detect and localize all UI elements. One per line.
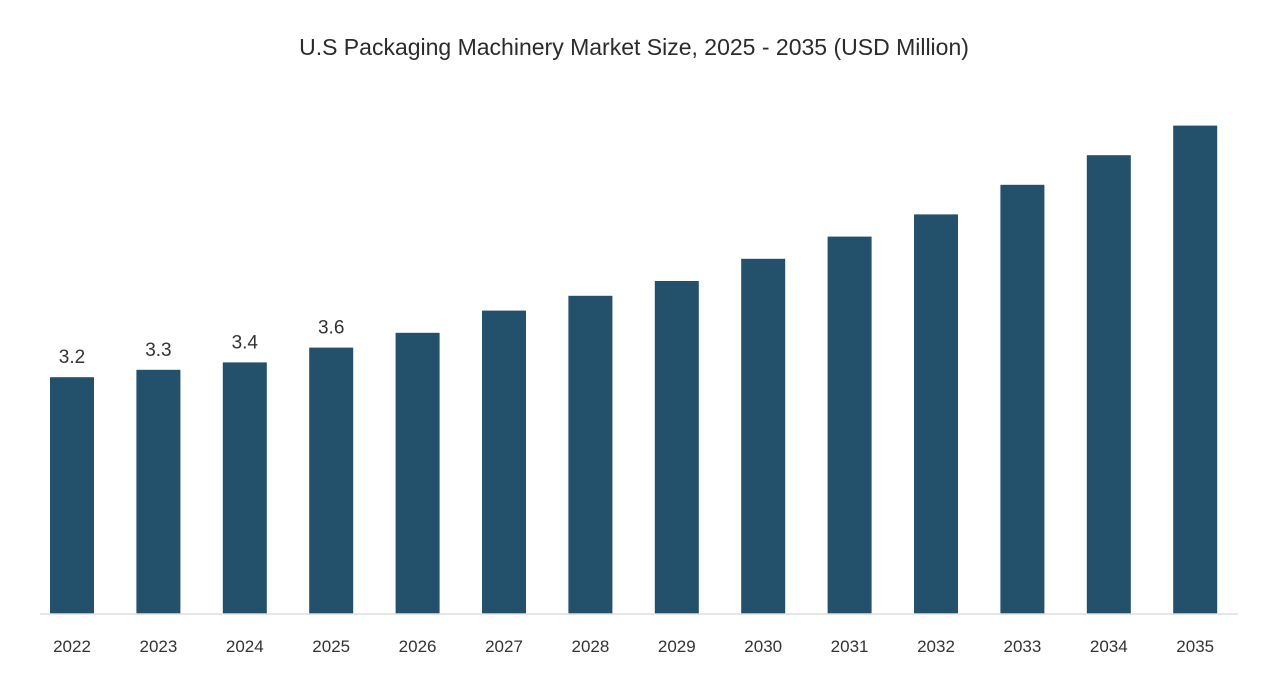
x-tick-2031: 2031 [831, 637, 869, 656]
bar-2029 [654, 281, 699, 614]
bar-2022 [50, 377, 94, 614]
bar-2030 [741, 258, 786, 614]
x-tick-2022: 2022 [53, 637, 91, 656]
bar-2032 [914, 214, 958, 614]
bars-group [50, 125, 1218, 615]
x-tick-2035: 2035 [1176, 637, 1214, 656]
x-tick-2029: 2029 [658, 637, 696, 656]
x-tick-2023: 2023 [139, 637, 177, 656]
x-tick-2025: 2025 [312, 637, 350, 656]
data-label-2025: 3.6 [318, 318, 344, 339]
x-tick-2030: 2030 [744, 637, 782, 656]
data-label-2023: 3.3 [145, 340, 171, 361]
bar-2023 [136, 369, 181, 614]
x-tick-2026: 2026 [399, 637, 437, 656]
x-tick-2024: 2024 [226, 637, 264, 656]
x-tick-2032: 2032 [917, 637, 955, 656]
bar-2031 [827, 236, 872, 614]
bar-2027 [482, 310, 526, 614]
data-label-2024: 3.4 [232, 332, 259, 353]
x-tick-2033: 2033 [1003, 637, 1041, 656]
bar-2034 [1086, 155, 1131, 614]
x-tick-2027: 2027 [485, 637, 523, 656]
x-tick-labels: 2022 2023 2024 2025 2026 2027 2028 2029 2030 2031… [53, 637, 1214, 656]
bar-2025 [309, 347, 354, 614]
bar-2035 [1173, 125, 1218, 614]
data-label-2022: 3.2 [59, 347, 85, 368]
x-tick-2034: 2034 [1090, 637, 1128, 656]
bar-2033 [1000, 184, 1045, 615]
bar-2026 [395, 332, 440, 614]
x-tick-2028: 2028 [571, 637, 609, 656]
bar-2024 [222, 362, 267, 614]
data-labels: 3.2 3.3 3.4 3.6 [59, 318, 345, 369]
bar-2028 [568, 295, 613, 614]
chart-title: U.S Packaging Machinery Market Size, 202… [299, 34, 969, 60]
